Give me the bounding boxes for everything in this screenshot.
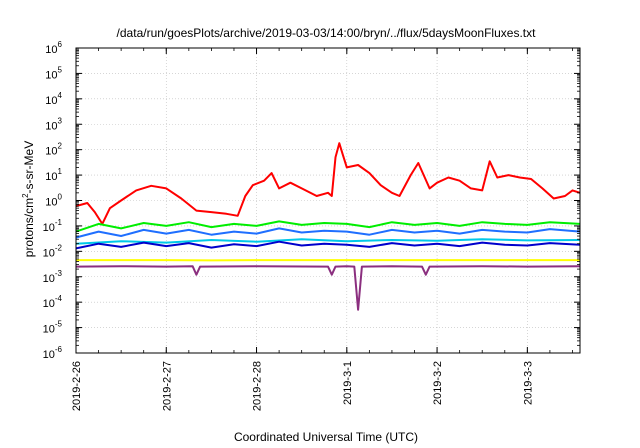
y-axis-label: protons/cm2-s-sr-MeV: [21, 141, 36, 257]
y-tick-base: 10: [45, 69, 57, 81]
y-tick-base: 10: [45, 44, 57, 56]
y-tick-label: 105: [45, 65, 62, 81]
y-tick-exponent: -4: [55, 294, 63, 303]
y-tick-label: 106: [45, 40, 62, 56]
x-tick-label: 2019-2-28: [252, 361, 264, 411]
y-tick-label: 101: [45, 167, 62, 183]
x-tick-labels: 2019-2-26 2019-2-27 2019-2-28 2019-3-1 2019-…: [71, 361, 534, 411]
y-tick-label: 10-3: [43, 269, 63, 285]
y-tick-label: 10-1: [43, 218, 63, 234]
y-tick-base: 10: [45, 171, 57, 183]
y-tick-base: 10: [45, 197, 57, 209]
y-tick-labels: 10-610-510-410-310-210-11001011021031041…: [43, 40, 63, 361]
y-tick-exponent: 0: [58, 193, 63, 202]
grid-lines: [76, 48, 580, 353]
y-tick-exponent: 5: [58, 65, 63, 74]
y-tick-label: 10-6: [43, 345, 63, 361]
y-tick-base: 10: [43, 349, 55, 361]
data-series: [75, 142, 581, 311]
x-tick-label: 2019-3-3: [522, 361, 534, 405]
y-tick-label: 10-5: [43, 320, 63, 336]
series-line: [75, 238, 581, 245]
y-tick-base: 10: [45, 146, 57, 158]
x-tick-label: 2019-3-1: [342, 361, 354, 405]
series-line: [75, 220, 581, 233]
series-line: [75, 142, 581, 225]
y-tick-base: 10: [45, 120, 57, 132]
y-tick-base: 10: [43, 247, 55, 259]
y-axis-label-superscript: 2: [21, 193, 30, 198]
y-tick-label: 104: [45, 91, 62, 107]
y-tick-exponent: 1: [58, 167, 63, 176]
y-tick-exponent: 6: [58, 40, 63, 49]
y-tick-label: 10-2: [43, 243, 63, 259]
y-tick-label: 103: [45, 116, 62, 132]
y-tick-base: 10: [45, 95, 57, 107]
chart-title: /data/run/goesPlots/archive/2019-03-03/1…: [117, 26, 537, 40]
y-tick-base: 10: [43, 324, 55, 336]
y-tick-exponent: -5: [55, 320, 63, 329]
y-tick-base: 10: [43, 222, 55, 234]
series-line: [75, 265, 581, 311]
y-axis-label-rest: -s-sr-MeV: [22, 141, 36, 194]
x-tick-label: 2019-3-2: [432, 361, 444, 405]
y-tick-label: 100: [45, 193, 62, 209]
y-tick-exponent: 2: [58, 142, 63, 151]
y-tick-label: 10-4: [43, 294, 63, 310]
y-tick-exponent: -3: [55, 269, 63, 278]
y-tick-exponent: -1: [55, 218, 63, 227]
y-tick-label: 102: [45, 142, 62, 158]
x-tick-label: 2019-2-26: [71, 361, 83, 411]
y-tick-exponent: -2: [55, 243, 63, 252]
y-tick-exponent: -6: [55, 345, 63, 354]
y-tick-base: 10: [43, 298, 55, 310]
plot-frame: [75, 47, 581, 354]
axes: [75, 47, 581, 354]
series-line: [75, 227, 581, 239]
y-tick-exponent: 4: [58, 91, 63, 100]
x-axis-label: Coordinated Universal Time (UTC): [234, 430, 418, 444]
x-tick-label: 2019-2-27: [161, 361, 173, 411]
y-tick-exponent: 3: [58, 116, 63, 125]
y-tick-base: 10: [43, 273, 55, 285]
series-line: [75, 240, 581, 250]
y-axis-label-main: protons/cm: [22, 198, 36, 257]
